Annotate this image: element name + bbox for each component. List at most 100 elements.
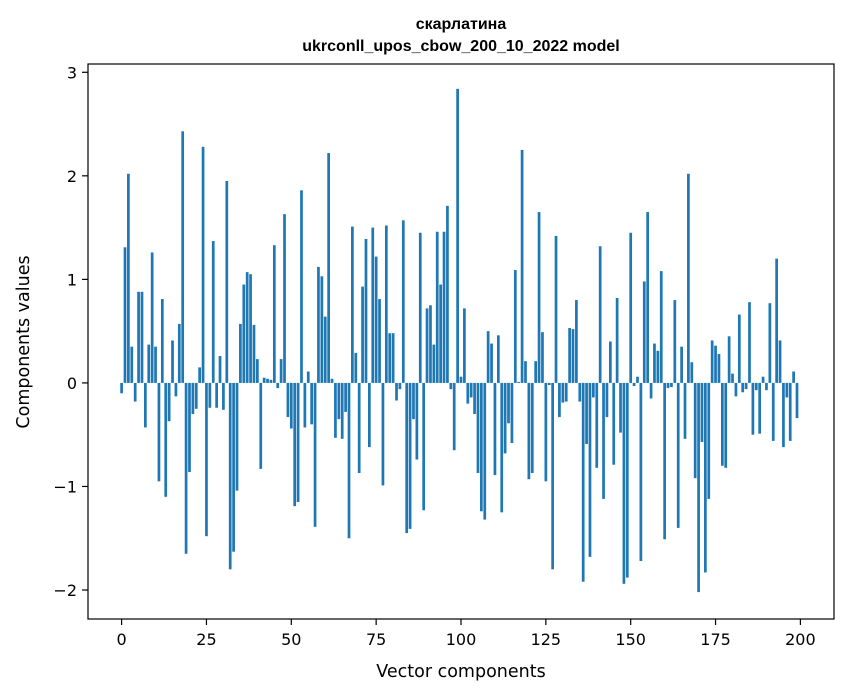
- bar: [140, 291, 144, 383]
- x-tick-label: 100: [446, 630, 477, 649]
- bar: [700, 382, 704, 442]
- bar: [283, 214, 286, 383]
- bar: [524, 361, 527, 383]
- bar: [619, 382, 622, 433]
- bar: [422, 382, 426, 511]
- bar: [361, 286, 364, 383]
- bar: [201, 146, 205, 383]
- x-axis-ticks: 0 25 50 75 100 125 150 175 200: [117, 619, 816, 649]
- bar: [727, 336, 731, 383]
- bar: [293, 382, 297, 507]
- bar: [585, 382, 588, 445]
- bar: [401, 220, 405, 383]
- bar: [303, 382, 307, 428]
- bar: [456, 88, 459, 383]
- bar: [714, 345, 717, 383]
- x-tick-label: 50: [281, 630, 301, 649]
- bar: [218, 356, 222, 383]
- bar: [507, 382, 510, 424]
- x-tick-label: 125: [531, 630, 562, 649]
- bar: [636, 376, 639, 383]
- x-tick-label: 200: [785, 630, 816, 649]
- bar: [167, 382, 171, 422]
- bar: [795, 382, 799, 419]
- bar: [245, 272, 249, 383]
- bar: [768, 303, 772, 383]
- x-tick-label: 0: [117, 630, 127, 649]
- bar: [697, 382, 700, 593]
- bar: [289, 382, 293, 429]
- bar: [496, 335, 500, 383]
- bar: [330, 378, 334, 383]
- bar: [608, 341, 612, 383]
- x-tick-label: 25: [196, 630, 216, 649]
- bar: [710, 340, 714, 383]
- bar: [676, 382, 680, 528]
- bar: [405, 382, 409, 534]
- bar: [483, 382, 487, 520]
- y-axis-ticks: −2 −1 0 1 2 3: [53, 63, 88, 600]
- bar: [527, 382, 531, 480]
- bar: [480, 382, 483, 512]
- bar: [215, 382, 218, 408]
- bar: [286, 382, 290, 418]
- chart-title-line-1: скарлатина: [416, 16, 507, 33]
- bar: [157, 382, 161, 482]
- bar: [754, 382, 758, 391]
- bar: [663, 382, 666, 540]
- bar: [120, 382, 123, 394]
- bar: [313, 382, 317, 527]
- bar: [381, 382, 385, 486]
- bar: [717, 353, 721, 383]
- bar: [687, 173, 690, 383]
- y-tick-label: 2: [67, 167, 77, 186]
- bar: [547, 382, 551, 385]
- bar: [150, 252, 154, 383]
- bar: [228, 382, 232, 570]
- bar: [775, 258, 778, 383]
- bar: [720, 382, 724, 466]
- bar: [656, 350, 660, 383]
- bar: [782, 382, 785, 448]
- bar: [232, 382, 235, 552]
- bar: [771, 382, 775, 441]
- bar: [154, 346, 157, 383]
- bar: [351, 226, 354, 383]
- bar: [320, 276, 324, 383]
- bar: [357, 382, 361, 473]
- bar: [194, 382, 198, 409]
- bar: [639, 382, 643, 562]
- bar: [758, 382, 762, 434]
- bar: [748, 302, 751, 383]
- bar: [449, 382, 453, 390]
- bar: [432, 344, 436, 383]
- bar: [133, 382, 137, 402]
- bar: [649, 382, 653, 399]
- bar-series: [120, 88, 799, 593]
- bar: [632, 382, 636, 387]
- bar: [177, 323, 181, 383]
- bar: [327, 153, 330, 383]
- bar: [761, 376, 765, 383]
- bar: [575, 300, 578, 383]
- bar: [564, 382, 568, 402]
- bar: [517, 381, 521, 383]
- bar: [751, 382, 755, 435]
- bar: [612, 382, 616, 465]
- bar: [222, 382, 225, 410]
- y-tick-label: 1: [67, 270, 77, 289]
- bar: [242, 284, 246, 383]
- bar: [459, 376, 463, 383]
- bar: [323, 316, 327, 383]
- bar: [198, 367, 202, 383]
- bar: [469, 382, 473, 398]
- bar: [211, 241, 215, 383]
- bar: [235, 382, 239, 491]
- bar: [368, 382, 371, 448]
- bar: [384, 225, 388, 383]
- bar: [744, 382, 748, 390]
- bar: [551, 382, 554, 570]
- bar: [463, 308, 466, 383]
- bar: [181, 131, 185, 383]
